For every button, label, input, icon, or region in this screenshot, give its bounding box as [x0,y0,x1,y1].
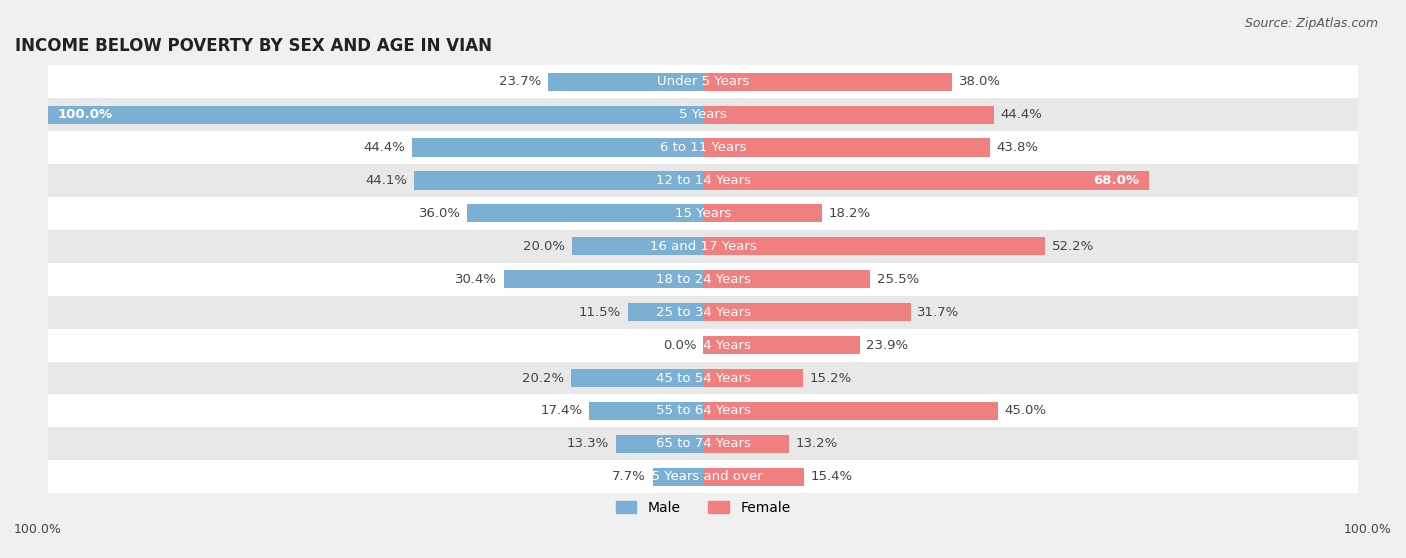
Bar [616,435,703,453]
Text: 25 to 34 Years: 25 to 34 Years [655,306,751,319]
Text: INCOME BELOW POVERTY BY SEX AND AGE IN VIAN: INCOME BELOW POVERTY BY SEX AND AGE IN V… [15,37,492,55]
Bar [48,362,1358,395]
Bar [412,138,703,157]
Bar [703,303,911,321]
Text: Source: ZipAtlas.com: Source: ZipAtlas.com [1244,17,1378,30]
Text: 68.0%: 68.0% [1092,174,1139,187]
Bar [48,329,1358,362]
Bar [589,402,703,420]
Text: 15 Years: 15 Years [675,207,731,220]
Text: 6 to 11 Years: 6 to 11 Years [659,141,747,154]
Text: 18.2%: 18.2% [828,207,870,220]
Bar [413,171,703,190]
Bar [503,270,703,288]
Text: 23.9%: 23.9% [866,339,908,352]
Text: 31.7%: 31.7% [917,306,959,319]
Text: 43.8%: 43.8% [997,141,1039,154]
Text: 20.2%: 20.2% [522,372,564,384]
Bar [48,395,1358,427]
Bar [703,204,823,223]
Bar [48,98,1358,131]
Bar [703,369,803,387]
Text: 30.4%: 30.4% [456,273,498,286]
Text: 23.7%: 23.7% [499,75,541,88]
Bar [627,303,703,321]
Bar [703,336,859,354]
Bar [48,230,1358,263]
Text: 13.2%: 13.2% [796,437,838,450]
Bar [703,402,998,420]
Text: 11.5%: 11.5% [579,306,621,319]
Bar [48,263,1358,296]
Legend: Male, Female: Male, Female [610,496,796,521]
Bar [703,270,870,288]
Bar [48,197,1358,230]
Text: Under 5 Years: Under 5 Years [657,75,749,88]
Bar [467,204,703,223]
Bar [48,131,1358,164]
Bar [703,435,790,453]
Bar [572,237,703,256]
Text: 44.4%: 44.4% [1001,108,1042,121]
Bar [703,237,1045,256]
Text: 100.0%: 100.0% [58,108,112,121]
Text: 25.5%: 25.5% [876,273,920,286]
Text: 52.2%: 52.2% [1052,240,1094,253]
Bar [48,427,1358,460]
Text: 18 to 24 Years: 18 to 24 Years [655,273,751,286]
Text: 44.1%: 44.1% [366,174,408,187]
Text: 5 Years: 5 Years [679,108,727,121]
Bar [48,296,1358,329]
Text: 15.4%: 15.4% [810,470,852,483]
Text: 65 to 74 Years: 65 to 74 Years [655,437,751,450]
Text: 45.0%: 45.0% [1004,405,1046,417]
Text: 7.7%: 7.7% [612,470,645,483]
Bar [48,164,1358,197]
Text: 36.0%: 36.0% [419,207,461,220]
Text: 20.0%: 20.0% [523,240,565,253]
Bar [703,171,1149,190]
Bar [652,468,703,486]
Text: 44.4%: 44.4% [364,141,405,154]
Bar [548,73,703,91]
Text: 12 to 14 Years: 12 to 14 Years [655,174,751,187]
Bar [48,460,1358,493]
Text: 0.0%: 0.0% [664,339,696,352]
Text: 38.0%: 38.0% [959,75,1001,88]
Text: 55 to 64 Years: 55 to 64 Years [655,405,751,417]
Text: 100.0%: 100.0% [14,523,62,536]
Text: 17.4%: 17.4% [540,405,582,417]
Text: 16 and 17 Years: 16 and 17 Years [650,240,756,253]
Bar [48,65,1358,98]
Bar [571,369,703,387]
Text: 13.3%: 13.3% [567,437,609,450]
Bar [703,73,952,91]
Text: 15.2%: 15.2% [808,372,852,384]
Text: 45 to 54 Years: 45 to 54 Years [655,372,751,384]
Bar [703,105,994,124]
Text: 100.0%: 100.0% [1344,523,1392,536]
Bar [48,105,703,124]
Bar [703,138,990,157]
Text: 75 Years and over: 75 Years and over [643,470,763,483]
Bar [703,468,804,486]
Text: 35 to 44 Years: 35 to 44 Years [655,339,751,352]
